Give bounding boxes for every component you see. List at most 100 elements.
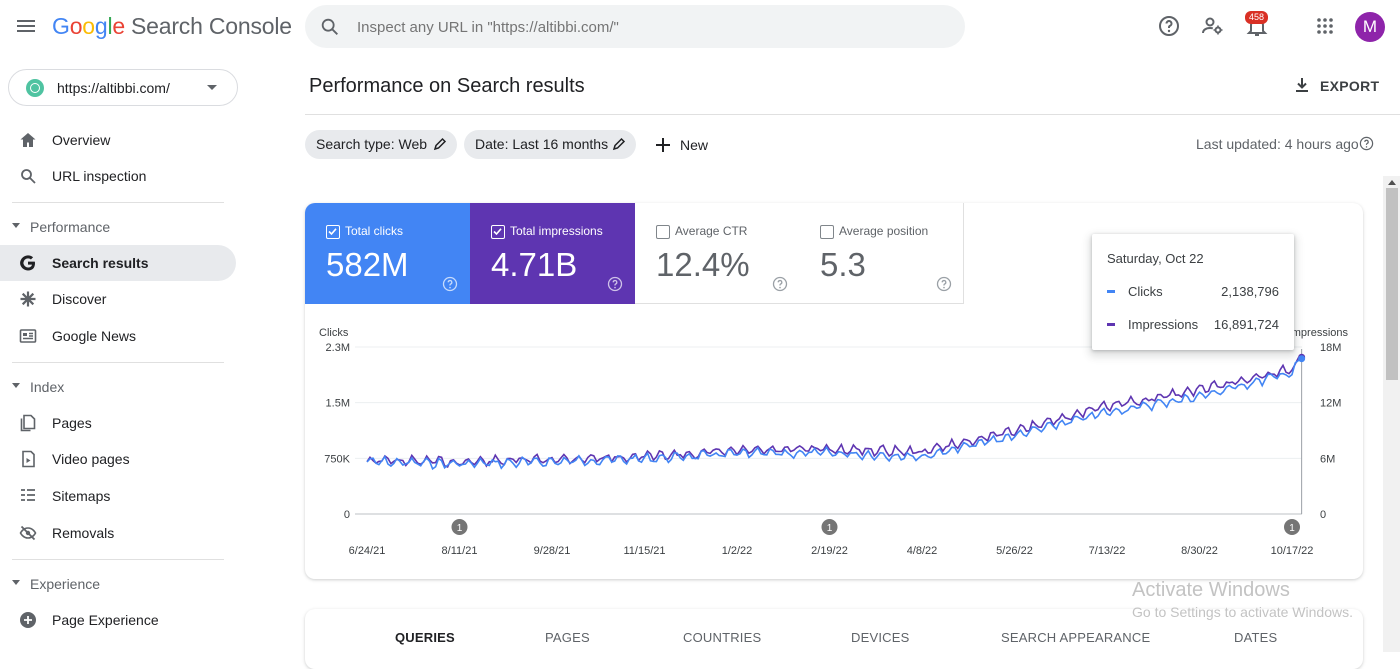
- x-tick-label: 6/24/21: [349, 545, 386, 557]
- edit-icon[interactable]: [433, 137, 447, 151]
- sidebar-item-search-results[interactable]: Search results: [0, 245, 236, 281]
- help-icon[interactable]: [936, 276, 952, 292]
- sidebar-section-index[interactable]: Index: [0, 371, 236, 401]
- clicks-series-line: [366, 358, 1302, 471]
- clicks-swatch: [1107, 290, 1115, 293]
- x-tick-label: 1/2/22: [722, 545, 753, 557]
- search-icon[interactable]: [319, 16, 341, 38]
- search-console-logo[interactable]: Google Search Console: [52, 13, 292, 39]
- scrollbar-thumb[interactable]: [1386, 188, 1398, 380]
- metric-total-clicks[interactable]: Total clicks 582M: [305, 203, 470, 304]
- y-tick-label-right: 0: [1320, 509, 1326, 521]
- apps-grid-icon[interactable]: [1313, 14, 1337, 38]
- sidebar-item-pages[interactable]: Pages: [0, 405, 236, 441]
- sidebar-item-sitemaps[interactable]: Sitemaps: [0, 478, 236, 514]
- sidebar-item-removals[interactable]: Removals: [0, 515, 236, 551]
- windows-activation-hint: Go to Settings to activate Windows.: [1132, 604, 1353, 620]
- edit-icon[interactable]: [612, 137, 626, 151]
- caret-down-icon: [12, 383, 20, 388]
- sidebar-section-performance[interactable]: Performance: [0, 211, 236, 241]
- x-tick-label: 4/8/22: [907, 545, 938, 557]
- property-selector[interactable]: https://altibbi.com/: [8, 69, 238, 106]
- tab-search-appearance[interactable]: SEARCH APPEARANCE: [1001, 630, 1151, 645]
- annotation-label: 1: [827, 523, 833, 534]
- avatar[interactable]: M: [1355, 12, 1385, 42]
- sidebar-item-url-inspection[interactable]: URL inspection: [0, 158, 236, 194]
- date-filter-chip[interactable]: Date: Last 16 months: [464, 130, 636, 159]
- chart-tooltip: Saturday, Oct 22 Clicks 2,138,796 Impres…: [1092, 234, 1294, 350]
- performance-card: Total clicks 582M Total impressions 4.71…: [305, 203, 1363, 579]
- impressions-checkbox[interactable]: [491, 225, 505, 239]
- new-filter-button[interactable]: New: [650, 131, 712, 159]
- page-title: Performance on Search results: [309, 75, 585, 97]
- menu-icon[interactable]: [14, 14, 38, 38]
- y-axis-label-left: Clicks: [319, 327, 349, 339]
- url-inspect-input[interactable]: [357, 13, 947, 41]
- help-icon[interactable]: [607, 276, 623, 292]
- annotation-marker: [451, 519, 468, 535]
- help-icon[interactable]: [772, 276, 788, 292]
- caret-down-icon: [12, 580, 20, 585]
- tab-pages[interactable]: PAGES: [545, 630, 590, 645]
- annotation-marker: [1284, 519, 1300, 535]
- asterisk-icon: [20, 291, 36, 307]
- sitemap-icon: [21, 489, 35, 501]
- sidebar-divider: [12, 362, 224, 363]
- position-checkbox[interactable]: [820, 225, 834, 239]
- y-tick-label-left: 750K: [324, 453, 350, 465]
- pages-icon: [20, 414, 36, 432]
- x-tick-label: 5/26/22: [996, 545, 1033, 557]
- annotation-marker: [821, 519, 838, 535]
- sidebar-item-overview[interactable]: Overview: [0, 122, 236, 158]
- x-tick-label: 9/28/21: [534, 545, 571, 557]
- clicks-value: 582M: [326, 246, 409, 283]
- sidebar-divider: [12, 559, 224, 560]
- metric-average-ctr[interactable]: Average CTR 12.4%: [635, 203, 800, 304]
- last-updated-text: Last updated: 4 hours ago: [1196, 136, 1359, 152]
- search-type-filter-chip[interactable]: Search type: Web: [305, 130, 457, 159]
- ctr-checkbox[interactable]: [656, 225, 670, 239]
- tab-countries[interactable]: COUNTRIES: [683, 630, 762, 645]
- scroll-up-arrow-icon[interactable]: [1388, 180, 1396, 185]
- y-tick-label-left: 1.5M: [326, 398, 350, 410]
- help-icon[interactable]: [1359, 136, 1374, 151]
- plus-icon: [656, 138, 670, 152]
- tab-queries[interactable]: QUERIES: [395, 630, 455, 645]
- caret-down-icon: [12, 223, 20, 228]
- google-g-icon: [20, 255, 35, 271]
- url-inspect-bar[interactable]: [305, 5, 965, 48]
- search-icon: [21, 169, 36, 184]
- checkmark-icon: [328, 228, 337, 236]
- product-name: Search Console: [131, 13, 292, 39]
- clicks-hover-point: [1298, 355, 1306, 363]
- home-icon: [20, 133, 36, 147]
- export-button[interactable]: EXPORT: [1290, 72, 1380, 100]
- impressions-swatch: [1107, 323, 1115, 326]
- sidebar-divider: [12, 202, 224, 203]
- tab-dates[interactable]: DATES: [1234, 630, 1278, 645]
- x-tick-label: 8/11/21: [442, 545, 478, 557]
- sidebar-item-page-experience[interactable]: Page Experience: [0, 602, 236, 638]
- tooltip-row-clicks: Clicks 2,138,796: [1107, 284, 1279, 300]
- news-icon: [19, 329, 37, 343]
- x-tick-label: 10/17/22: [1271, 545, 1314, 557]
- sidebar-item-video-pages[interactable]: Video pages: [0, 441, 236, 477]
- metric-average-position[interactable]: Average position 5.3: [799, 203, 964, 304]
- help-icon[interactable]: [1157, 14, 1181, 38]
- windows-activation-watermark: Activate Windows: [1132, 579, 1290, 601]
- clicks-checkbox[interactable]: [326, 225, 340, 239]
- eye-off-icon: [19, 525, 37, 541]
- tooltip-row-impressions: Impressions 16,891,724: [1107, 317, 1279, 333]
- sidebar-item-google-news[interactable]: Google News: [0, 318, 236, 354]
- sidebar-item-discover[interactable]: Discover: [0, 281, 236, 317]
- help-icon[interactable]: [442, 276, 458, 292]
- header-divider: [305, 114, 1400, 115]
- sidebar-section-experience[interactable]: Experience: [0, 568, 236, 598]
- metric-total-impressions[interactable]: Total impressions 4.71B: [470, 203, 635, 304]
- x-tick-label: 11/15/21: [623, 545, 665, 557]
- tab-devices[interactable]: DEVICES: [851, 630, 910, 645]
- annotation-label: 1: [457, 523, 463, 534]
- video-icon: [22, 450, 35, 468]
- manage-users-icon[interactable]: [1201, 14, 1225, 38]
